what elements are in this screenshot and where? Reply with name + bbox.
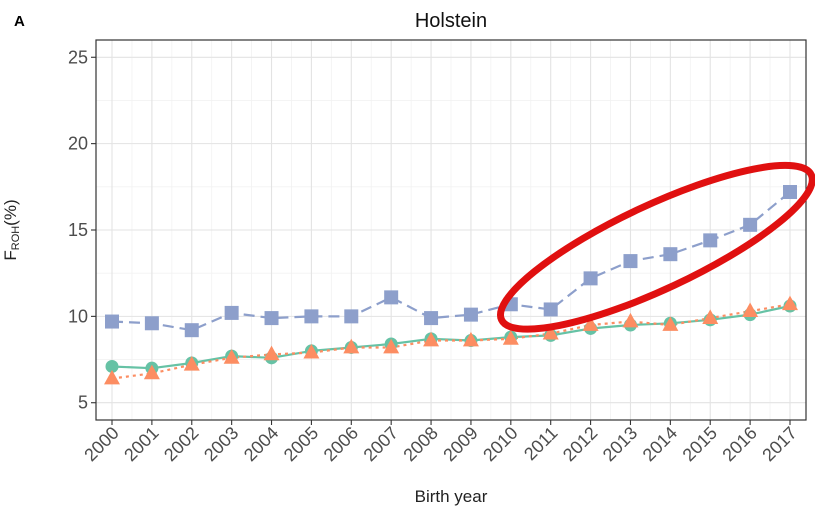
data-point-triangle: [542, 324, 559, 340]
x-tick-label: 2006: [320, 423, 362, 465]
y-axis: 5 10 15 20 25: [68, 47, 96, 413]
x-tick-label: 2004: [240, 423, 282, 465]
data-point-triangle: [263, 345, 280, 361]
x-axis-title: Birth year: [415, 487, 488, 506]
data-point-square: [424, 311, 439, 326]
data-point-triangle: [143, 364, 160, 380]
data-point-square: [663, 247, 678, 262]
data-point-triangle: [622, 312, 639, 328]
y-tick-label: 10: [68, 306, 88, 326]
chart-title: Holstein: [415, 10, 487, 32]
x-axis: 2000200120022003200420052006200720082009…: [80, 420, 801, 465]
x-tick-label: 2011: [520, 423, 562, 465]
x-tick-label: 2003: [200, 423, 242, 465]
x-tick-label: 2016: [718, 423, 760, 465]
annotation-layer: [497, 161, 815, 333]
data-point-triangle: [582, 316, 599, 331]
data-point-square: [783, 185, 797, 199]
data-point-square: [384, 290, 399, 305]
x-tick-label: 2012: [559, 423, 601, 465]
x-tick-label: 2000: [80, 423, 122, 465]
x-tick-label: 2015: [679, 423, 721, 465]
data-point-square: [543, 302, 558, 317]
series-line-circle: [111, 304, 791, 370]
data-point-triangle: [343, 338, 360, 354]
x-tick-label: 2007: [360, 423, 402, 465]
data-point-square: [224, 305, 239, 320]
grid-lines: [96, 40, 806, 420]
data-point-triangle: [702, 309, 719, 324]
x-tick-label: 2001: [120, 423, 162, 465]
y-tick-label: 5: [78, 393, 88, 413]
panel-letter: A: [14, 13, 25, 30]
y-axis-title-suffix: (%): [1, 199, 20, 225]
data-point-square: [105, 314, 119, 329]
data-point-triangle: [502, 330, 519, 345]
y-axis-title: FROH(%): [1, 199, 22, 260]
data-point-triangle: [423, 331, 440, 347]
y-axis-title-subscript: ROH: [10, 226, 22, 251]
x-tick-label: 2014: [639, 423, 681, 465]
plot-series: [104, 185, 798, 385]
x-tick-label: 2017: [758, 423, 800, 465]
data-point-triangle: [104, 369, 120, 385]
data-point-triangle: [782, 295, 798, 311]
x-tick-label: 2002: [160, 423, 202, 465]
data-point-circle: [105, 359, 119, 373]
data-point-triangle: [303, 343, 320, 359]
highlight-ellipse: [497, 161, 815, 333]
data-point-triangle: [462, 331, 479, 347]
data-point-square: [703, 233, 718, 248]
x-tick-label: 2005: [280, 423, 322, 465]
data-point-square: [463, 307, 478, 322]
data-point-square: [184, 323, 199, 338]
data-point-square: [583, 271, 598, 286]
x-tick-label: 2008: [399, 423, 441, 465]
x-tick-label: 2013: [599, 423, 641, 465]
data-point-triangle: [383, 338, 400, 354]
data-point-triangle: [183, 356, 200, 371]
data-point-triangle: [662, 316, 679, 331]
y-axis-title-main: F: [1, 250, 20, 260]
y-tick-label: 20: [68, 134, 88, 154]
data-point-square: [743, 217, 758, 232]
y-tick-label: 15: [68, 220, 88, 240]
y-tick-label: 25: [68, 47, 88, 67]
series-line-triangle: [111, 303, 791, 380]
data-point-triangle: [223, 349, 240, 364]
data-point-square: [144, 316, 159, 331]
data-point-square: [344, 309, 359, 324]
data-point-square: [623, 254, 638, 269]
data-point-square: [264, 311, 279, 326]
data-point-triangle: [742, 302, 759, 318]
x-tick-label: 2010: [479, 423, 521, 465]
x-tick-label: 2009: [439, 423, 481, 465]
data-point-square: [304, 309, 319, 324]
